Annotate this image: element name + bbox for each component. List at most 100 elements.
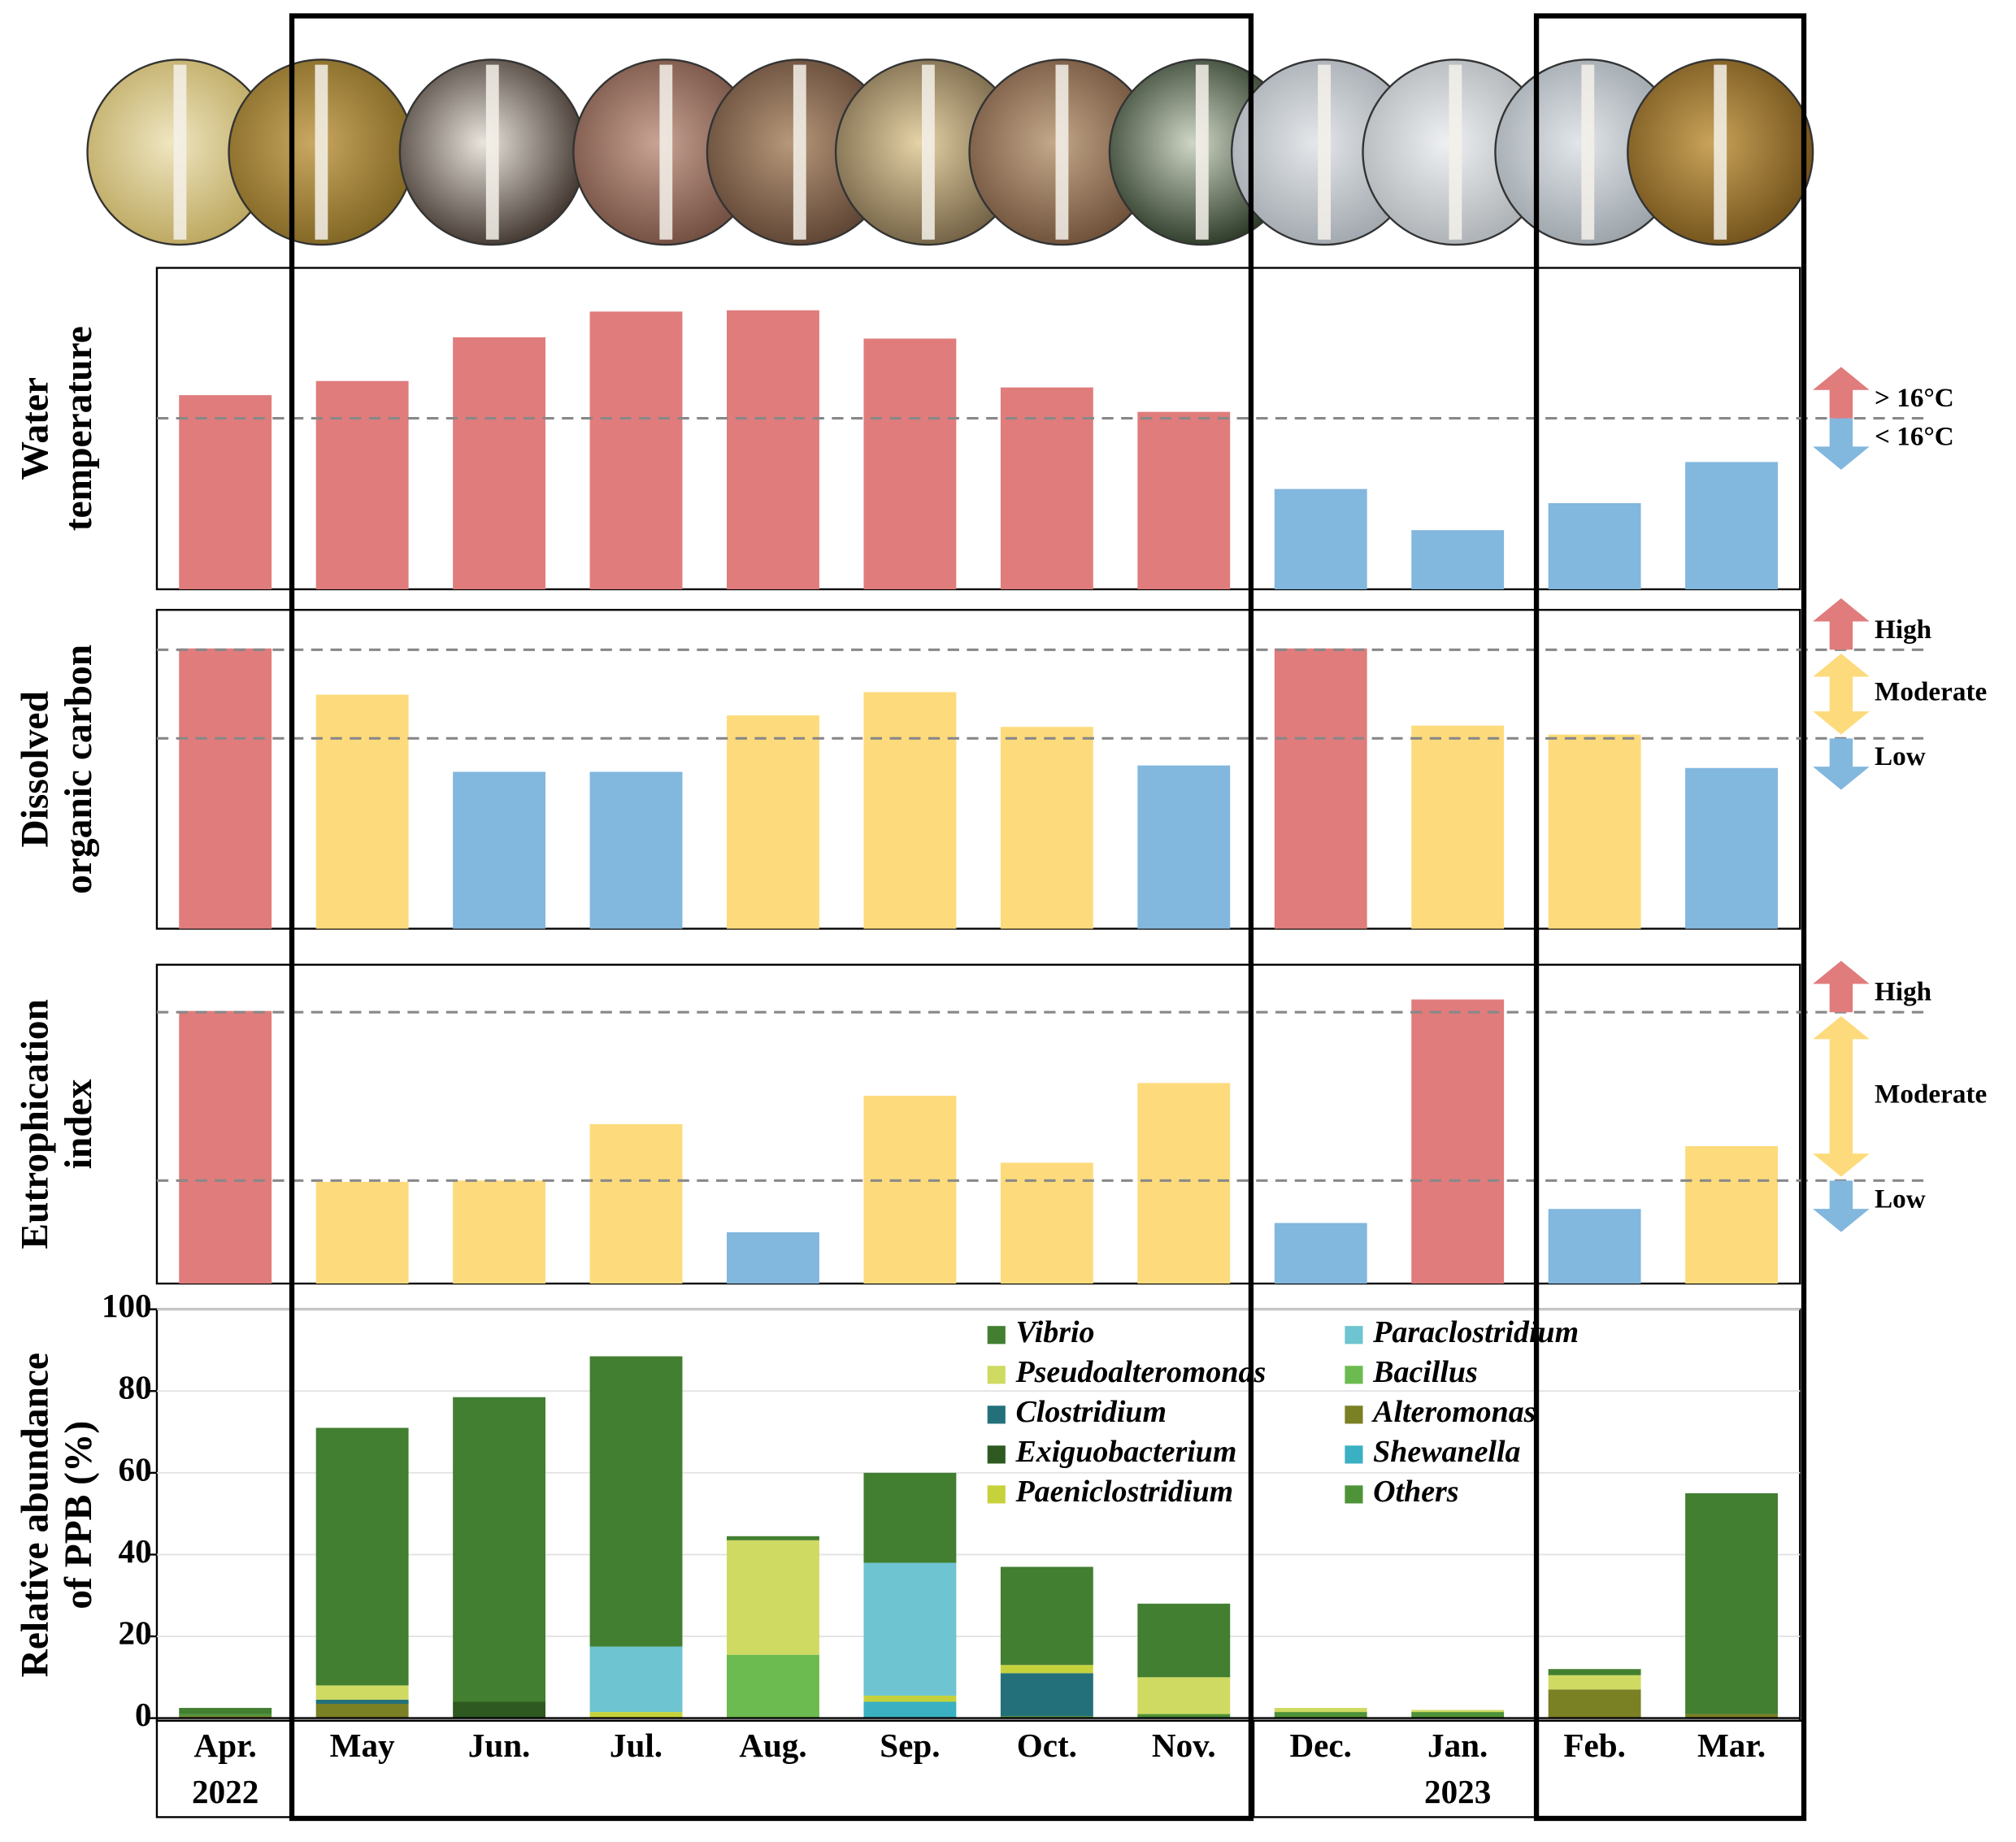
- photo-strip-line: [1195, 64, 1209, 240]
- y-axis-label: of PPB (%): [58, 1421, 100, 1610]
- bar-segment: [589, 1712, 683, 1718]
- photo-strip-line: [173, 64, 187, 240]
- bar-segment: [589, 1356, 683, 1647]
- plot-area: > 16°C < 16°C Water temperature High Moderate…: [14, 267, 1987, 1818]
- y-axis-label: Relative abundance: [14, 1353, 56, 1677]
- photo-strip-line: [1318, 64, 1331, 240]
- y-axis-label: Dissolved: [14, 691, 56, 847]
- x-tick-label: Feb.: [1563, 1727, 1626, 1764]
- legend-swatch: [1345, 1405, 1363, 1424]
- bar-segment: [1274, 1708, 1367, 1713]
- bar: [727, 715, 819, 929]
- x-tick-label: Mar.: [1697, 1727, 1766, 1764]
- bar-segment: [315, 1427, 409, 1686]
- bar: [1274, 1223, 1367, 1284]
- bar-segment: [727, 1654, 819, 1718]
- bar: [453, 337, 546, 589]
- legend-label: Pseudoalteromonas: [1015, 1355, 1266, 1389]
- photo-strip-line: [1055, 64, 1069, 240]
- y-axis-label: Water: [14, 377, 56, 480]
- y-tick-label: 0: [135, 1696, 152, 1733]
- bar: [589, 771, 683, 929]
- bar: [1548, 734, 1641, 929]
- legend-label: Paeniclostridium: [1015, 1475, 1233, 1509]
- bar: [1685, 767, 1779, 929]
- bar: [727, 310, 819, 589]
- legend-swatch: [1813, 738, 1870, 790]
- bar-segment: [1137, 1603, 1231, 1678]
- bar-segment: [453, 1397, 546, 1702]
- bar-segment: [1685, 1492, 1779, 1714]
- bar-segment: [1548, 1669, 1641, 1675]
- y-tick-label: 60: [119, 1450, 152, 1488]
- legend-swatch: [1813, 960, 1870, 1013]
- photo-strip-line: [485, 64, 499, 240]
- x-tick-label: Jan.: [1427, 1727, 1488, 1764]
- legend-label: < 16°C: [1875, 422, 1954, 452]
- legend-swatch: [987, 1326, 1006, 1345]
- y-axis-label: index: [58, 1079, 100, 1169]
- bar: [1137, 765, 1231, 929]
- photo-strip-line: [315, 64, 328, 240]
- bar-segment: [863, 1562, 957, 1696]
- bar-segment: [1137, 1677, 1231, 1714]
- bar-segment: [453, 1701, 546, 1718]
- bar: [589, 311, 683, 589]
- x-tick-sublabel: 2023: [1424, 1773, 1491, 1810]
- bar-segment: [315, 1699, 409, 1705]
- x-tick-label: Apr.: [194, 1727, 257, 1764]
- bar: [179, 1010, 272, 1284]
- legend-label: Others: [1373, 1475, 1458, 1509]
- category-box: [155, 1719, 1805, 1818]
- x-tick-label: Aug.: [739, 1727, 806, 1764]
- legend-swatch: [1813, 654, 1870, 735]
- bar: [1685, 1145, 1779, 1284]
- bar-segment: [727, 1540, 819, 1655]
- panel-frame: [155, 609, 1801, 930]
- photo-strip-line: [922, 64, 935, 240]
- bar: [863, 1095, 957, 1284]
- bar: [1137, 1083, 1231, 1284]
- bar-segment: [863, 1472, 957, 1563]
- bar: [179, 648, 272, 929]
- legend-swatch: [1813, 367, 1870, 419]
- legend-swatch: [1813, 418, 1870, 470]
- bar-segment: [315, 1704, 409, 1718]
- y-axis-label: temperature: [58, 326, 100, 531]
- bar: [315, 1181, 409, 1284]
- legend-label: High: [1875, 615, 1931, 645]
- bar: [727, 1232, 819, 1284]
- legend-label: > 16°C: [1875, 383, 1954, 413]
- y-tick-label: 100: [102, 1287, 152, 1324]
- y-tick-label: 80: [119, 1369, 152, 1406]
- bar: [315, 694, 409, 929]
- bar: [453, 771, 546, 929]
- legend-label: Low: [1875, 741, 1926, 771]
- bar-segment: [863, 1695, 957, 1702]
- bar: [1274, 489, 1367, 589]
- bar-segment: [1685, 1714, 1779, 1718]
- bar-segment: [589, 1646, 683, 1713]
- bar-segment: [1411, 1712, 1505, 1718]
- x-tick-label: Oct.: [1017, 1727, 1077, 1764]
- legend-swatch: [987, 1485, 1006, 1504]
- bar: [1000, 1162, 1093, 1284]
- bar-segment: [1000, 1673, 1093, 1717]
- season-frame: [1533, 13, 1807, 1822]
- bar-segment: [1000, 1716, 1093, 1718]
- legend-label: Moderate: [1875, 1079, 1987, 1109]
- bar: [1548, 502, 1641, 589]
- x-tick-sublabel: 2022: [192, 1773, 259, 1810]
- bar: [1274, 648, 1367, 929]
- x-tick-label: Sep.: [880, 1727, 940, 1764]
- bar: [863, 338, 957, 589]
- bar: [1000, 727, 1093, 929]
- panel-frame: [155, 267, 1801, 591]
- x-tick-label: Dec.: [1289, 1727, 1351, 1764]
- bar-segment: [179, 1708, 272, 1714]
- bar: [315, 380, 409, 589]
- legend-swatch: [1813, 1015, 1870, 1177]
- bar-segment: [1137, 1714, 1231, 1718]
- legend-label: Exiguobacterium: [1015, 1435, 1236, 1469]
